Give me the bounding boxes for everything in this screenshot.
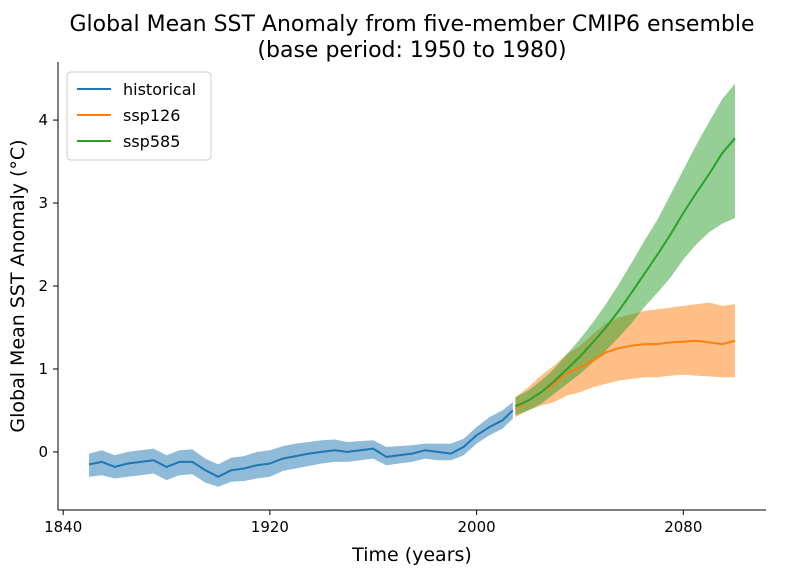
band-historical [89,402,513,487]
legend-label-historical: historical [123,80,196,99]
line-historical [88,409,514,478]
x-axis-label: Time (years) [351,544,472,566]
line-ssp585 [514,137,736,408]
x-tick-label: 1840 [44,518,82,536]
line-ssp126 [514,339,736,410]
y-tick-label: 4 [38,111,48,129]
legend-label-ssp585: ssp585 [123,132,180,151]
band-ssp126 [515,302,735,418]
y-tick-label: 1 [38,360,48,378]
uncertainty-bands [89,83,735,487]
x-tick-label: 1920 [251,518,289,536]
y-axis-label: Global Mean SST Anomaly (°C) [7,139,29,432]
y-tick-label: 2 [38,277,48,295]
y-tick-label: 3 [38,194,48,212]
x-tick-label: 2080 [664,518,702,536]
legend-items: historical ssp126 ssp585 [77,80,196,151]
band-ssp585 [515,83,735,416]
legend: historical ssp126 ssp585 [66,71,212,161]
x-ticks: 1840 1920 2000 2080 [44,510,702,536]
chart-title: Global Mean SST Anomaly from five-member… [69,12,754,37]
legend-frame [66,71,212,161]
x-tick-label: 2000 [458,518,496,536]
series-lines [88,137,736,478]
y-tick-label: 0 [38,443,48,461]
y-ticks: 0 1 2 3 4 [38,111,58,461]
chart-subtitle: (base period: 1950 to 1980) [257,38,566,63]
legend-label-ssp126: ssp126 [123,106,180,125]
